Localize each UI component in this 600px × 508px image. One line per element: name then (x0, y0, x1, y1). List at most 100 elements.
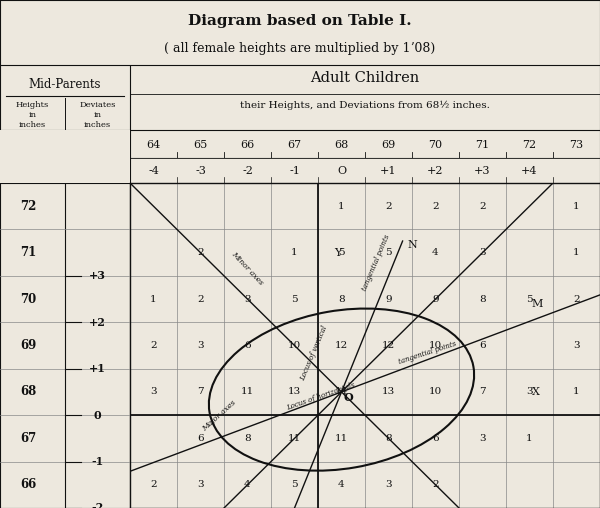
Text: 8: 8 (338, 295, 345, 304)
Text: 67: 67 (287, 140, 302, 150)
Text: 68: 68 (20, 386, 37, 398)
Text: +3: +3 (474, 166, 491, 175)
Text: 11: 11 (335, 434, 348, 443)
Text: 0: 0 (94, 409, 101, 421)
Text: Locus of horizontals: Locus of horizontals (285, 382, 356, 412)
Text: 71: 71 (20, 246, 37, 259)
Text: 1: 1 (573, 388, 580, 396)
Text: 2: 2 (150, 480, 157, 489)
Text: 11: 11 (241, 388, 254, 396)
Text: 3: 3 (244, 295, 251, 304)
Text: M: M (532, 299, 543, 309)
Text: X: X (532, 387, 540, 397)
Text: ( all female heights are multiplied by 1ʼ08): ( all female heights are multiplied by 1… (164, 42, 436, 54)
Text: 3: 3 (573, 341, 580, 350)
Text: O: O (337, 166, 346, 175)
Text: 10: 10 (288, 341, 301, 350)
Text: 1: 1 (526, 434, 533, 443)
Text: tangential points: tangential points (398, 340, 458, 366)
Text: 66: 66 (20, 479, 37, 491)
Text: Deviates
in
inches: Deviates in inches (79, 101, 116, 129)
Text: 69: 69 (382, 140, 395, 150)
Text: 2: 2 (385, 202, 392, 211)
Text: -4: -4 (148, 166, 159, 175)
Text: 14: 14 (335, 388, 348, 396)
Text: 11: 11 (288, 434, 301, 443)
Text: 5: 5 (526, 295, 533, 304)
Text: 3: 3 (526, 388, 533, 396)
Text: -2: -2 (242, 166, 253, 175)
Text: 6: 6 (197, 434, 204, 443)
Text: 68: 68 (334, 140, 349, 150)
Text: tangential points: tangential points (360, 233, 391, 292)
Text: 3: 3 (197, 341, 204, 350)
Text: 66: 66 (241, 140, 254, 150)
Text: 72: 72 (20, 200, 37, 213)
Text: 2: 2 (197, 248, 204, 257)
Text: 3: 3 (197, 480, 204, 489)
Text: 2: 2 (573, 295, 580, 304)
Text: 9: 9 (432, 295, 439, 304)
Text: 5: 5 (291, 295, 298, 304)
Text: O: O (344, 392, 353, 403)
Text: 13: 13 (382, 388, 395, 396)
Text: 2: 2 (432, 202, 439, 211)
Text: 1: 1 (150, 295, 157, 304)
Text: +3: +3 (89, 270, 106, 281)
Text: 4: 4 (432, 248, 439, 257)
Text: Y: Y (334, 247, 341, 258)
Text: 6: 6 (479, 341, 486, 350)
Text: Mid-Parents: Mid-Parents (29, 78, 101, 91)
Text: 5: 5 (385, 248, 392, 257)
Text: 72: 72 (523, 140, 536, 150)
Text: Minor axes: Minor axes (230, 250, 265, 287)
Text: 9: 9 (385, 295, 392, 304)
Text: 5: 5 (291, 480, 298, 489)
Text: 3: 3 (479, 434, 486, 443)
Text: 4: 4 (244, 480, 251, 489)
Text: 6: 6 (244, 341, 251, 350)
Text: 8: 8 (385, 434, 392, 443)
Text: 71: 71 (475, 140, 490, 150)
Text: 5: 5 (338, 248, 345, 257)
Text: Adult Children: Adult Children (310, 71, 419, 85)
Text: their Heights, and Deviations from 68½ inches.: their Heights, and Deviations from 68½ i… (240, 101, 490, 110)
Text: 13: 13 (288, 388, 301, 396)
Text: 12: 12 (382, 341, 395, 350)
Text: +2: +2 (89, 317, 106, 328)
Text: 4: 4 (338, 480, 345, 489)
Text: 2: 2 (479, 202, 486, 211)
Text: +2: +2 (427, 166, 444, 175)
Text: -3: -3 (195, 166, 206, 175)
Text: +1: +1 (89, 363, 106, 374)
Text: 1: 1 (291, 248, 298, 257)
Text: Heights
in
inches: Heights in inches (16, 101, 49, 129)
Text: +1: +1 (380, 166, 397, 175)
Text: 10: 10 (429, 388, 442, 396)
Text: Major axes: Major axes (201, 399, 238, 433)
Text: 7: 7 (197, 388, 204, 396)
Text: 1: 1 (338, 202, 345, 211)
Text: 12: 12 (335, 341, 348, 350)
Text: 3: 3 (150, 388, 157, 396)
Text: 73: 73 (569, 140, 584, 150)
Text: 6: 6 (432, 434, 439, 443)
Text: -1: -1 (91, 456, 104, 467)
Text: 67: 67 (20, 432, 37, 445)
Text: 2: 2 (197, 295, 204, 304)
Text: 1: 1 (573, 202, 580, 211)
Text: 3: 3 (479, 248, 486, 257)
Text: 70: 70 (428, 140, 443, 150)
Text: 7: 7 (479, 388, 486, 396)
Text: 69: 69 (20, 339, 37, 352)
Text: 2: 2 (432, 480, 439, 489)
Text: -1: -1 (289, 166, 300, 175)
Text: 64: 64 (146, 140, 161, 150)
Text: 1: 1 (573, 248, 580, 257)
Text: N: N (407, 240, 417, 250)
Text: 70: 70 (20, 293, 37, 306)
Text: 10: 10 (429, 341, 442, 350)
Text: 8: 8 (244, 434, 251, 443)
Text: -2: -2 (91, 502, 104, 508)
Text: 65: 65 (193, 140, 208, 150)
